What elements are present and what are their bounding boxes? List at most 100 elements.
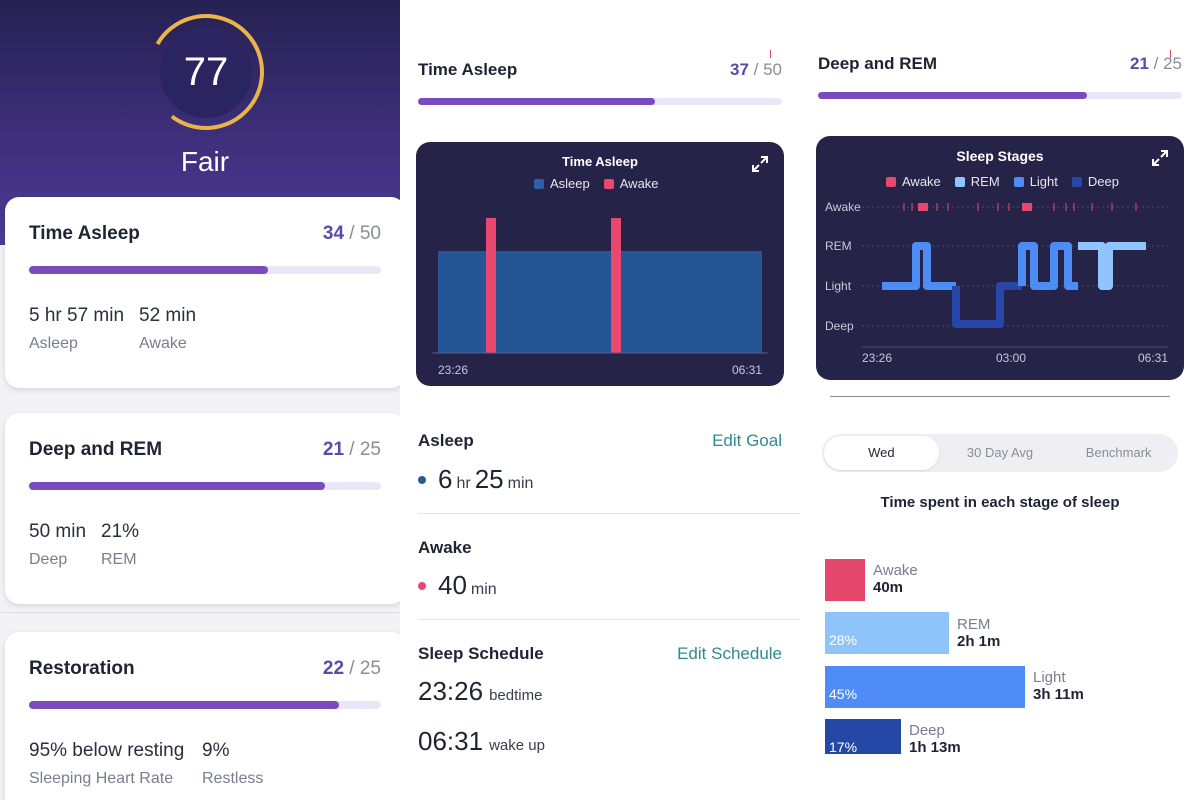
legend-swatch (954, 176, 965, 187)
goal-tick-mark (1170, 50, 1171, 58)
score-progress-track (818, 92, 1182, 99)
time-asleep-card[interactable]: Time Asleep 34 / 50 5 hr 57 min Asleep 52… (5, 197, 400, 388)
chart-legend: Awake REM Light Deep (886, 174, 1119, 189)
sleep-score-summary: 77 Fair Time Asleep 34 / 50 5 hr 57 min A… (0, 0, 400, 800)
x-axis-label: 06:31 (1137, 351, 1168, 365)
edit-schedule-link[interactable]: Edit Schedule (677, 644, 782, 663)
score-progress-fill (29, 701, 339, 709)
legend-item-light: Light (1013, 174, 1058, 189)
legend-item-awake: Awake (603, 176, 659, 191)
score-progress-track (29, 701, 381, 709)
stage-breakdown: Awake 40m 28% REM 2h 1m 45% Light 3h 11m 17… (800, 540, 1200, 754)
time-asleep-detail: Time Asleep 37 / 50 Time Asleep Asleep A… (400, 0, 800, 800)
legend-swatch (1071, 176, 1082, 187)
expand-icon[interactable] (1150, 148, 1170, 168)
stages-heading: Time spent in each stage of sleep (880, 494, 1120, 511)
section-score: 21 / 25 (1129, 54, 1182, 73)
stat-rem: 21% REM (101, 521, 140, 568)
y-axis-label-awake: Awake (825, 200, 861, 214)
stage-bar-light: 45% (825, 666, 1025, 708)
score-ring: 77 (146, 12, 266, 132)
asleep-row-title: Asleep (418, 431, 474, 450)
card-title: Deep and REM (29, 439, 163, 460)
edit-goal-link[interactable]: Edit Goal (712, 431, 782, 450)
tab-wed[interactable]: Wed (824, 436, 939, 470)
legend-swatch (886, 176, 896, 187)
section-title: Deep and REM (818, 54, 938, 73)
goal-tick-mark (770, 50, 771, 58)
legend-swatch (603, 178, 614, 189)
x-axis-label: 03:00 (996, 351, 1027, 365)
awake-dot (418, 582, 426, 590)
restoration-card[interactable]: Restoration 22 / 25 95% below resting Sle… (5, 632, 400, 800)
chart-title: Sleep Stages (956, 148, 1044, 164)
expand-icon[interactable] (750, 154, 770, 174)
sleep-stages-chart: Sleep Stages Awake REM Light Deep Awake … (816, 136, 1184, 380)
sleep-score-value: 77 (183, 50, 229, 94)
stat-sleeping-heart-rate: 95% below resting Sleeping Heart Rate (29, 740, 185, 787)
stat-asleep: 5 hr 57 min Asleep (29, 305, 125, 352)
wakeup-value: 06:31 wake up (418, 726, 545, 756)
chart-title: Time Asleep (562, 154, 638, 169)
stage-bar-deep: 17% (825, 719, 901, 754)
hypnogram (882, 203, 1146, 328)
section-title: Time Asleep (418, 60, 518, 79)
card-score: 22 / 25 (322, 658, 381, 679)
card-title: Time Asleep (29, 223, 140, 244)
y-axis-label-deep: Deep (825, 319, 854, 333)
chart-legend: Asleep Awake (534, 176, 659, 191)
legend-item-deep: Deep (1071, 174, 1119, 189)
legend-item-rem: REM (954, 174, 1000, 189)
awake-ticks (903, 203, 1137, 211)
time-asleep-chart: Time Asleep Asleep Awake 23:26 06:31 (416, 142, 784, 386)
y-axis-label-light: Light (825, 279, 852, 293)
tab-30-day-avg[interactable]: 30 Day Avg (966, 445, 1034, 460)
sleep-schedule-title: Sleep Schedule (418, 644, 544, 663)
legend-swatch (1013, 176, 1024, 187)
divider (830, 396, 1170, 397)
bedtime-value: 23:26 bedtime (418, 676, 543, 706)
score-progress-track (29, 266, 381, 274)
deep-rem-card[interactable]: Deep and REM 21 / 25 50 min Deep 21% REM (5, 413, 400, 604)
stage-label-awake: Awake 40m (873, 562, 918, 596)
awake-bar (486, 218, 496, 353)
x-axis-label-end: 06:31 (731, 363, 762, 377)
stage-bar-awake (825, 559, 865, 601)
sleep-stages-plot (862, 203, 1168, 348)
asleep-dot (418, 476, 426, 484)
x-axis-label-start: 23:26 (438, 363, 469, 377)
deep-rem-detail: Deep and REM 21 / 25 Sleep Stages Awake … (800, 0, 1200, 800)
legend-item-awake: Awake (886, 174, 941, 189)
score-progress-fill (29, 482, 325, 490)
awake-duration: 40 min (418, 570, 497, 601)
divider (0, 612, 400, 613)
score-progress-fill (418, 98, 655, 105)
tab-benchmark[interactable]: Benchmark (1085, 445, 1152, 460)
score-progress-fill (29, 266, 269, 274)
sleep-score-rating: Fair (180, 146, 230, 177)
x-axis-label: 23:26 (862, 351, 893, 365)
stage-label-deep: Deep 1h 13m (909, 722, 961, 754)
card-score: 34 / 50 (322, 223, 381, 244)
stat-awake: 52 min Awake (139, 305, 197, 352)
stat-restless: 9% Restless (202, 740, 264, 787)
row-divider (418, 619, 800, 620)
asleep-duration: 6 hr 25 min (418, 464, 533, 495)
awake-bar (611, 218, 621, 353)
score-progress-track (418, 98, 782, 105)
legend-item-asleep: Asleep (534, 176, 590, 191)
stat-deep: 50 min Deep (29, 521, 87, 568)
legend-swatch (534, 178, 544, 189)
card-title: Restoration (29, 658, 135, 679)
stage-label-rem: REM 2h 1m (957, 616, 1001, 650)
card-score: 21 / 25 (322, 439, 381, 460)
y-axis-label-rem: REM (825, 239, 852, 253)
row-divider (418, 513, 800, 514)
time-asleep-plot (432, 218, 768, 354)
comparison-tabs: Wed 30 Day Avg Benchmark (822, 434, 1178, 472)
gridlines (862, 206, 1168, 348)
awake-row-title: Awake (418, 538, 472, 557)
stage-bar-rem: 28% (825, 612, 949, 654)
score-progress-track (29, 482, 381, 490)
score-progress-fill (818, 92, 1088, 99)
